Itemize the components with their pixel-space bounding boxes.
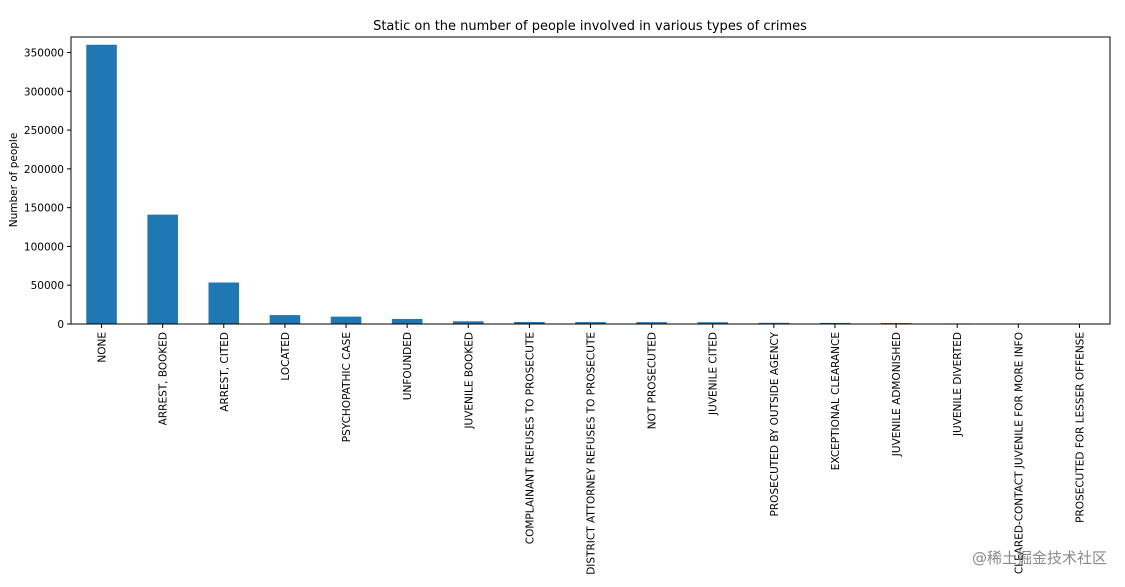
x-tick-label: PROSECUTED BY OUTSIDE AGENCY	[769, 331, 781, 516]
x-tick-label: PROSECUTED FOR LESSER OFFENSE	[1074, 332, 1086, 523]
x-tick-label: NOT PROSECUTED	[647, 332, 659, 429]
bar-juvenile-cited	[697, 322, 729, 324]
x-tick-label: DISTRICT ATTORNEY REFUSES TO PROSECUTE	[586, 332, 598, 575]
bar-unfounded	[391, 318, 423, 324]
bars-group	[86, 44, 1095, 324]
bar-arrest-booked	[147, 214, 178, 324]
y-axis-ticks: 0 50000 100000 150000 200000 250000 300000 3500…	[24, 48, 71, 331]
y-tick-label: 300000	[24, 86, 64, 98]
x-tick-label: ARREST, BOOKED	[158, 332, 170, 425]
x-tick-label: ARREST, CITED	[219, 332, 231, 412]
y-tick-label: 0	[57, 319, 64, 331]
y-tick-label: 350000	[24, 48, 64, 60]
chart-title: Static on the number of people involved …	[373, 19, 807, 34]
bar-exceptional-clearance	[819, 322, 851, 324]
x-tick-label: NONE	[97, 332, 109, 363]
bar-arrest-cited	[208, 282, 240, 324]
x-tick-label: JUVENILE BOOKED	[463, 332, 475, 430]
x-tick-label: EXCEPTIONAL CLEARANCE	[830, 332, 842, 470]
x-tick-label: PSYCHOPATHIC CASE	[341, 332, 353, 442]
watermark-text: @稀土掘金技术社区	[972, 549, 1107, 567]
bar-juvenile-booked	[452, 321, 484, 324]
x-tick-label: LOCATED	[280, 332, 292, 381]
bar-located	[269, 315, 301, 324]
y-tick-label: 50000	[31, 280, 64, 292]
bar-not-prosecuted	[636, 322, 667, 324]
y-tick-label: 150000	[24, 203, 64, 215]
y-axis-label: Number of people	[8, 133, 20, 228]
bar-complainant-refuses-to-prosecute	[514, 321, 545, 324]
bar-prosecuted-by-outside-agency	[758, 322, 790, 324]
x-tick-label: JUVENILE DIVERTED	[952, 332, 964, 437]
bar-none	[86, 44, 117, 324]
x-tick-label: CLEARED-CONTACT JUVENILE FOR MORE INFO	[1013, 332, 1025, 574]
bar-district-attorney-refuses-to-prosecute	[575, 322, 606, 324]
x-tick-label: JUVENILE ADMONISHED	[891, 332, 903, 457]
bar-psychopathic-case	[330, 316, 362, 324]
x-tick-label: JUVENILE CITED	[708, 332, 720, 416]
y-tick-label: 100000	[24, 241, 64, 253]
x-tick-label: COMPLAINANT REFUSES TO PROSECUTE	[524, 332, 536, 544]
x-tick-label: UNFOUNDED	[402, 332, 414, 400]
x-axis-ticks: NONE ARREST, BOOKED ARREST, CITED LOCATED PS…	[97, 324, 1086, 575]
y-tick-label: 250000	[24, 125, 64, 137]
plot-frame	[70, 36, 1111, 325]
y-tick-label: 200000	[24, 164, 64, 176]
